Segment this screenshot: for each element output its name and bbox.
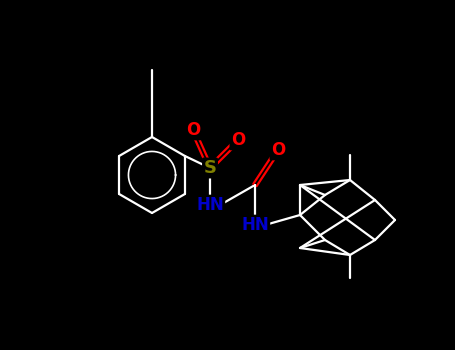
Text: HN: HN — [241, 216, 269, 234]
Text: HN: HN — [196, 196, 224, 214]
Text: O: O — [186, 121, 200, 139]
Text: O: O — [271, 141, 285, 159]
Text: O: O — [231, 131, 245, 149]
Text: S: S — [203, 159, 217, 177]
